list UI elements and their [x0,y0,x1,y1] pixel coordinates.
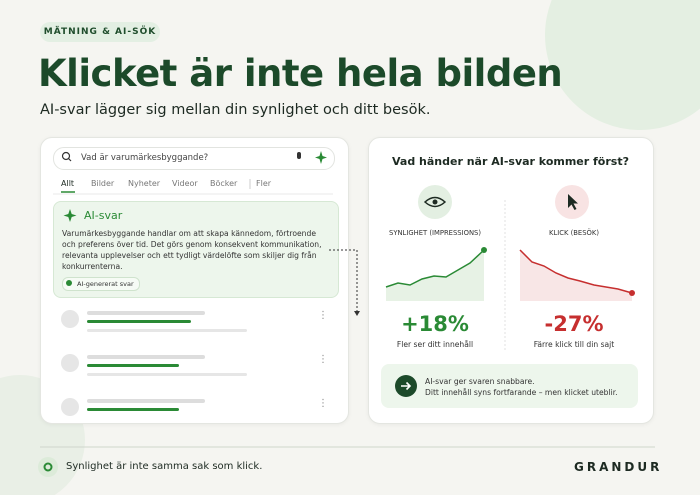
tab: Nyheter [128,179,161,188]
metric-change: +18% [401,312,469,336]
metric-label: KLICK (BESÖK) [549,229,599,237]
footer-note: Synlighet är inte samma sak som klick. [66,461,263,472]
brand: GRANDUR [574,460,663,474]
ai-answer-text: Varumärkesbyggande handlar om att skapa … [62,229,322,271]
metric-caption: Fler ser ditt innehåll [396,340,474,349]
footer-icon-dot [43,462,53,472]
subtitle: AI-svar lägger sig mellan din synlighet … [40,102,431,118]
bg-circle [545,0,700,130]
tab: Böcker [210,179,238,188]
tab: Bilder [91,179,115,188]
metric-change: -27% [544,312,604,336]
metric-label: SYNLIGHET (IMPRESSIONS) [389,229,481,237]
question: Vad händer när AI-svar kommer först? [392,155,629,168]
tab: Allt [61,179,75,188]
search-bar: Vad är varumärkesbyggande? [53,147,335,170]
ai-answer-title: AI-svar [84,209,123,222]
title: Klicket är inte hela bilden [38,52,563,95]
callout-text: AI-svar ger svaren snabbare. Ditt innehå… [425,376,618,398]
callout-line: Ditt innehåll syns fortfarande – men kli… [425,388,618,397]
tag: MÄTNING & AI-SÖK [40,22,160,42]
callout [381,364,638,408]
footer-icon [38,457,58,477]
tab: Fler [256,179,272,188]
tab: Videor [172,179,198,188]
ai-badge: AI-genererat svar [62,277,140,291]
metric-caption: Färre klick till din sajt [533,340,615,349]
callout-line: AI-svar ger svaren snabbare. [425,377,535,386]
search-query: Vad är varumärkesbyggande? [81,153,209,163]
